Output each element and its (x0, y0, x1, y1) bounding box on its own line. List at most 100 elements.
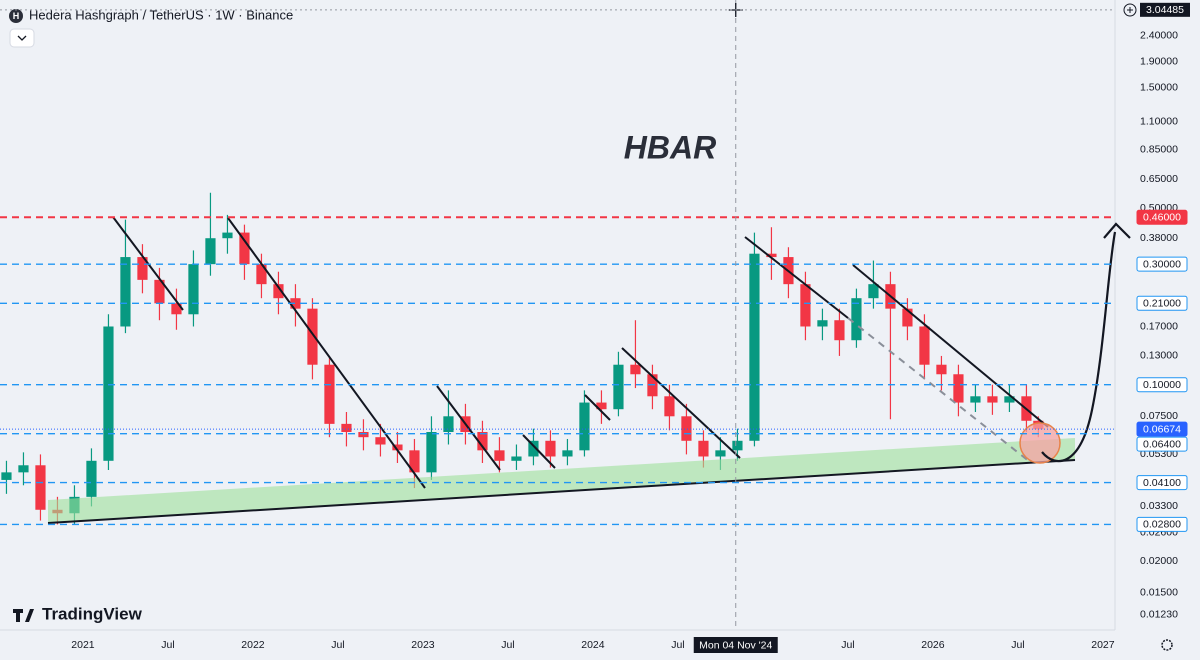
candle-body (171, 303, 182, 315)
price-label: 0.10000 (1143, 379, 1181, 391)
price-label-box (1136, 256, 1188, 272)
candle-body (613, 364, 624, 410)
candle-body (426, 432, 437, 473)
trendline (522, 434, 556, 469)
crosshair-price-box (1140, 2, 1190, 17)
candle-body (715, 450, 726, 457)
trendlines (112, 216, 1049, 489)
collapse-button[interactable] (9, 28, 35, 48)
trendline (227, 217, 426, 489)
price-label: 0.02800 (1143, 519, 1181, 531)
price-label: 0.21000 (1143, 298, 1181, 310)
x-tick-label: Jul (161, 639, 174, 651)
candle-body (630, 364, 641, 375)
candle-body (511, 456, 522, 461)
y-tick-label: 0.85000 (1140, 144, 1178, 156)
candle-body (154, 279, 165, 304)
candle-body (800, 284, 811, 327)
candle-body (868, 284, 879, 299)
candle-body (919, 326, 930, 365)
y-tick-label: 0.17000 (1140, 320, 1178, 332)
candle-body (477, 432, 488, 451)
candle-body (290, 298, 301, 309)
candle-body (256, 264, 267, 285)
price-label-box (1136, 377, 1188, 393)
x-tick-label: 2024 (581, 639, 605, 651)
price-label-box (1136, 209, 1188, 225)
add-button[interactable] (1123, 3, 1137, 17)
candle-body (341, 423, 352, 433)
candle-body (562, 450, 573, 457)
candle-body (273, 284, 284, 299)
y-tick-label: 0.38000 (1140, 232, 1178, 244)
projection-arrow (1041, 231, 1117, 463)
candle-body (698, 440, 709, 457)
candle-body (953, 374, 964, 403)
candle-body (494, 450, 505, 461)
price-label: 0.06674 (1143, 423, 1181, 435)
x-tick-label: Jul (501, 639, 514, 651)
candle-body (188, 264, 199, 315)
brand-logo (13, 609, 34, 622)
x-tick-label: 2021 (71, 639, 95, 651)
target-circle (1019, 422, 1061, 464)
symbol-icon-letter: H (13, 11, 20, 21)
candle-body (137, 257, 148, 280)
candle-body (664, 396, 675, 417)
brand-name: TradingView (42, 604, 143, 623)
x-tick-label: Jul (331, 639, 344, 651)
y-tick-label: 0.01230 (1140, 608, 1178, 620)
candle-body (239, 232, 250, 265)
y-tick-label: 1.50000 (1140, 81, 1178, 93)
y-tick-label: 1.10000 (1140, 115, 1178, 127)
x-tick-label: Jul (1011, 639, 1024, 651)
price-label: 0.46000 (1143, 212, 1181, 224)
x-tick-label: Jul (841, 639, 854, 651)
support-band (48, 438, 1075, 523)
candle-body (936, 364, 947, 375)
plot (1, 192, 1044, 525)
candle-body (222, 232, 233, 239)
x-tick-label: Jul (671, 639, 684, 651)
price-label-box (1136, 475, 1188, 491)
candle-body (681, 416, 692, 441)
candle-body (443, 416, 454, 433)
trendline (584, 394, 611, 421)
drawings (47, 216, 1131, 524)
candle-body (749, 253, 760, 441)
symbol-title: Hedera Hashgraph / TetherUS · 1W · Binan… (29, 7, 293, 22)
settings-button[interactable] (1161, 639, 1173, 651)
x-tick-label: 2022 (241, 639, 265, 651)
candle-body (528, 440, 539, 457)
price-label: 0.04100 (1143, 477, 1181, 489)
candle-body (1004, 396, 1015, 403)
candle-body (103, 326, 114, 461)
plus (1127, 7, 1133, 13)
price-label-box (1136, 421, 1188, 437)
price-label-box (1136, 436, 1188, 452)
candle-body (851, 298, 862, 341)
price-label: 0.06400 (1143, 438, 1181, 450)
candle-body (324, 364, 335, 424)
crosshair-x-box (693, 637, 778, 653)
y-tick-label: 0.07500 (1140, 410, 1178, 422)
arrow-head (1103, 222, 1131, 239)
y-tick-label: 0.01500 (1140, 587, 1178, 599)
candle-body (18, 465, 29, 473)
price-label: 0.30000 (1143, 258, 1181, 270)
candle-body (358, 432, 369, 438)
price-label-box (1136, 295, 1188, 311)
y-tick-label: 0.13000 (1140, 350, 1178, 362)
price-label-box (1136, 516, 1188, 532)
candle-body (375, 437, 386, 445)
x-tick-label: 2026 (921, 639, 945, 651)
candle-body (987, 396, 998, 403)
candle-body (392, 444, 403, 451)
annotation: HBAR (624, 129, 716, 165)
crosshair-x-label: Mon 04 Nov '24 (699, 639, 772, 651)
trendline (852, 264, 1049, 428)
candle-body (766, 253, 777, 258)
crosshair-price-label: 3.04485 (1146, 4, 1184, 16)
